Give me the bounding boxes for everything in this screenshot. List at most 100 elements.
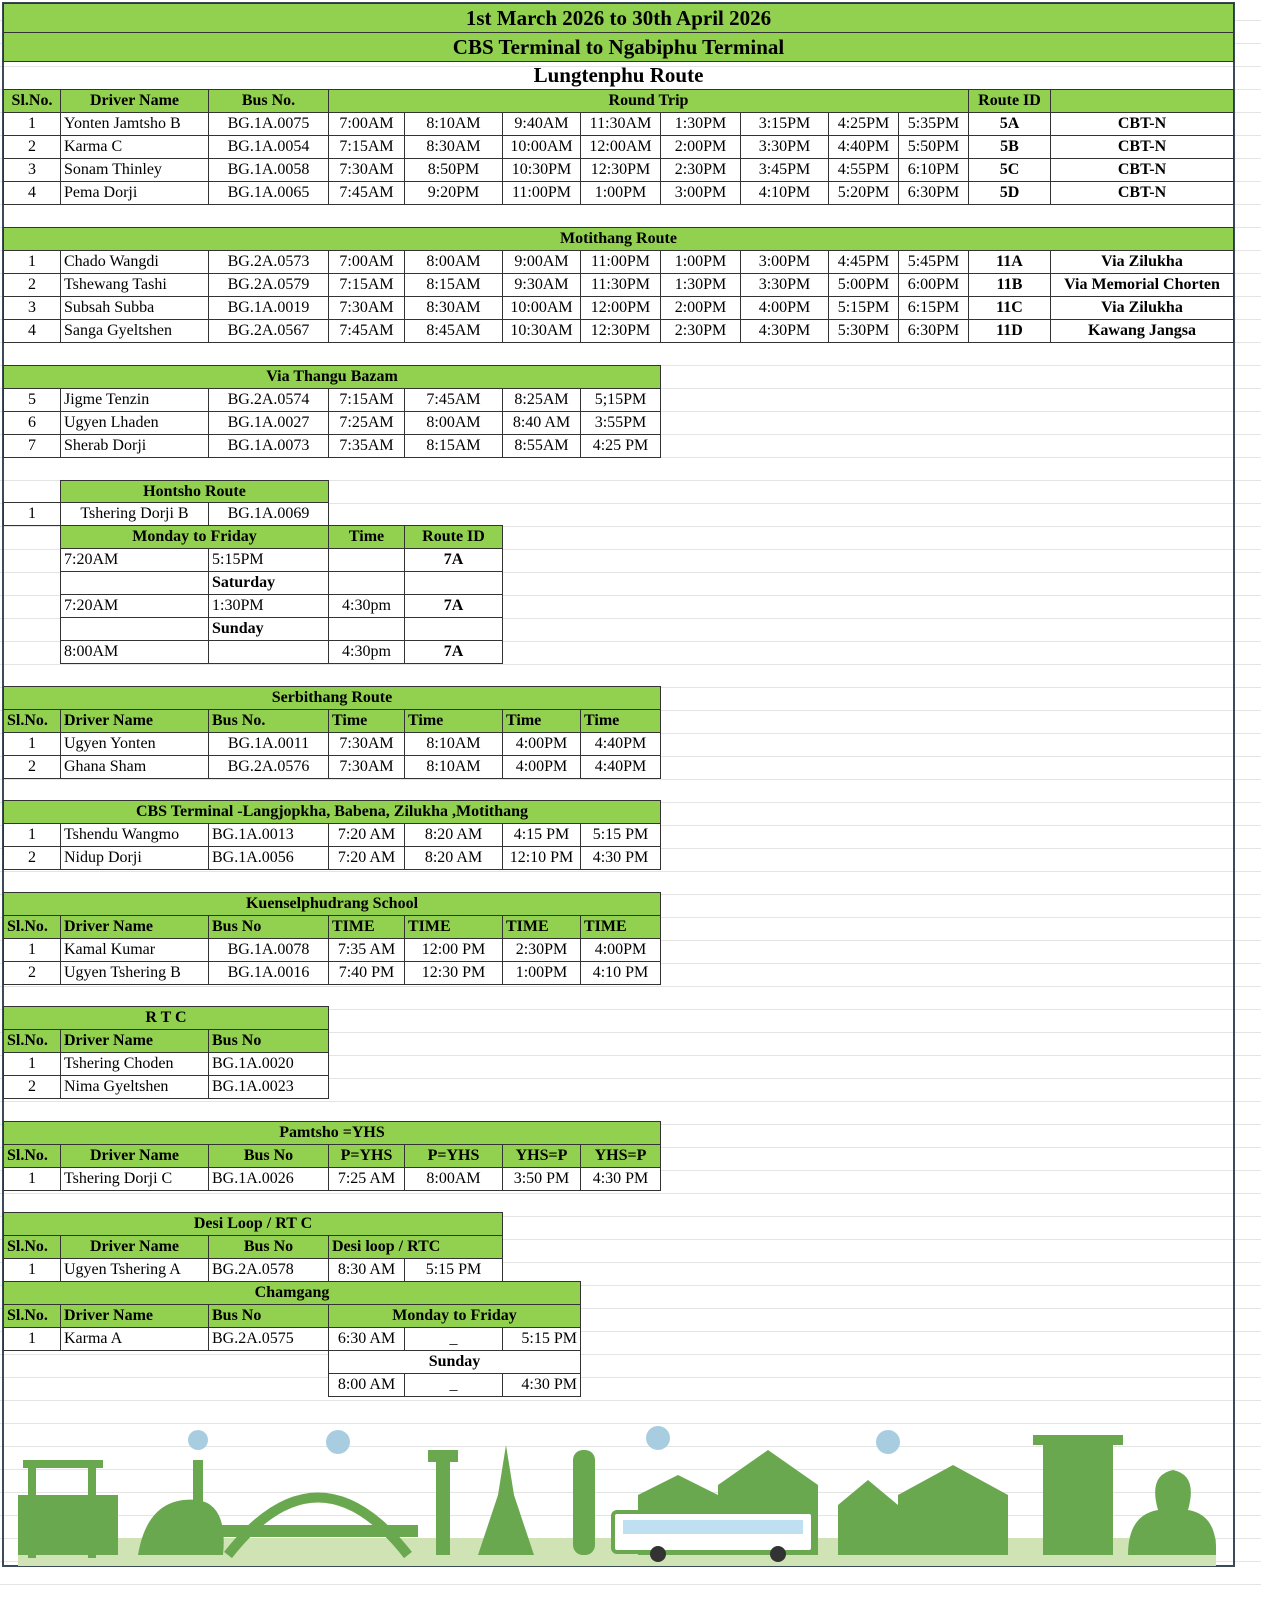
cell: 4:40PM <box>580 755 661 779</box>
header-cell: Sl.No. <box>3 1304 61 1328</box>
header-cell: Sl.No. <box>3 1029 61 1053</box>
cell: Tshering Dorji C <box>60 1167 209 1191</box>
cell: 5 <box>3 388 61 412</box>
cell: 8:00AM <box>60 640 209 664</box>
cell: Via Zilukha <box>1050 250 1234 274</box>
cell: 10:00AM <box>502 135 581 159</box>
cell: 4:30pm <box>328 594 405 618</box>
cell: 8:15AM <box>404 434 503 458</box>
cell: Pema Dorji <box>60 181 209 205</box>
cell: BG.2A.0567 <box>208 319 329 343</box>
header-cell: P=YHS <box>404 1144 503 1168</box>
cell: 7:45AM <box>404 388 503 412</box>
cell: 4:10PM <box>740 181 829 205</box>
cell: 6:15PM <box>898 296 969 320</box>
cell: BG.1A.0078 <box>208 938 329 962</box>
cell: 10:00AM <box>502 296 581 320</box>
cell: 8:30AM <box>404 296 503 320</box>
cell: BG.1A.0023 <box>208 1075 329 1099</box>
cell <box>404 571 503 595</box>
header-cell: Driver Name <box>60 1235 209 1259</box>
cell: 5:00PM <box>828 273 899 297</box>
header-cell: TIME <box>328 915 405 939</box>
cell: BG.2A.0574 <box>208 388 329 412</box>
cell: Saturday <box>208 571 329 595</box>
cell: BG.2A.0573 <box>208 250 329 274</box>
cell: 7:30AM <box>328 158 405 182</box>
cell: 1 <box>3 502 61 526</box>
cell: 4:30PM <box>740 319 829 343</box>
cell: 1:00PM <box>580 181 661 205</box>
cell: 1 <box>3 112 61 136</box>
cell: BG.1A.0056 <box>208 846 329 870</box>
cell: 11:30AM <box>580 112 661 136</box>
cell: 11B <box>968 273 1051 297</box>
cell: 9:20PM <box>404 181 503 205</box>
section-title: Motithang Route <box>3 227 1234 251</box>
cell: 5C <box>968 158 1051 182</box>
cell: Via Memorial Chorten <box>1050 273 1234 297</box>
header-cell: Bus No. <box>208 89 329 113</box>
header-cell: Bus No <box>208 1144 329 1168</box>
cell: 7:25 AM <box>328 1167 405 1191</box>
cell: 7:20 AM <box>328 846 405 870</box>
cell: Tshewang Tashi <box>60 273 209 297</box>
cell: 2:30PM <box>660 319 741 343</box>
cell: 2 <box>3 755 61 779</box>
cell: 1 <box>3 1327 61 1351</box>
cell: 7:00AM <box>328 112 405 136</box>
cell: 2:30PM <box>502 938 581 962</box>
cell: 4:30 PM <box>502 1373 581 1397</box>
cell: 2 <box>3 1075 61 1099</box>
header-cell: TIME <box>502 915 581 939</box>
cell: 8:55AM <box>502 434 581 458</box>
cell: 4:55PM <box>828 158 899 182</box>
cell: 11:00PM <box>502 181 581 205</box>
cell: 1 <box>3 250 61 274</box>
cell: 4:25 PM <box>580 434 661 458</box>
cell: BG.1A.0075 <box>208 112 329 136</box>
cell: 5:20PM <box>828 181 899 205</box>
cell: BG.1A.0020 <box>208 1052 329 1076</box>
cell: 4:15 PM <box>502 823 581 847</box>
cell: 3:30PM <box>740 273 829 297</box>
cell: BG.1A.0026 <box>208 1167 329 1191</box>
cell: 7:20AM <box>60 594 209 618</box>
cell: BG.1A.0013 <box>208 823 329 847</box>
cell: 4:00PM <box>740 296 829 320</box>
header-cell: Sl.No. <box>3 1235 61 1259</box>
cell: 5:15PM <box>828 296 899 320</box>
cell: Kawang Jangsa <box>1050 319 1234 343</box>
cell: 3:30PM <box>740 135 829 159</box>
cell: 7:35AM <box>328 434 405 458</box>
cell: 8:00AM <box>404 1167 503 1191</box>
header-cell: Route ID <box>404 525 503 549</box>
cell: 4:25PM <box>828 112 899 136</box>
cell: 8:20 AM <box>404 823 503 847</box>
cell: Tshering Dorji B <box>60 502 209 526</box>
cell: 8:00 AM <box>328 1373 405 1397</box>
cell: 6:30PM <box>898 181 969 205</box>
cell: Karma C <box>60 135 209 159</box>
cell: 7:15AM <box>328 388 405 412</box>
header-cell: Sl.No. <box>3 709 61 733</box>
cell: 5:15 PM <box>502 1327 581 1351</box>
header-cell: Monday to Friday <box>60 525 329 549</box>
cell: 1 <box>3 1258 61 1282</box>
cell: 8:40 AM <box>502 411 581 435</box>
cell: 4:30 PM <box>580 846 661 870</box>
cell: 6:10PM <box>898 158 969 182</box>
cell: 10:30PM <box>502 158 581 182</box>
cell: 5:50PM <box>898 135 969 159</box>
cell: 3:00PM <box>740 250 829 274</box>
cell: 8:10AM <box>404 732 503 756</box>
cell: 11C <box>968 296 1051 320</box>
cell: BG.1A.0016 <box>208 961 329 985</box>
cell: 7:00AM <box>328 250 405 274</box>
cell <box>60 617 209 641</box>
cell: 8:30AM <box>404 135 503 159</box>
cell: 8:10AM <box>404 755 503 779</box>
header-cell: Driver Name <box>60 915 209 939</box>
cell: 1:00PM <box>502 961 581 985</box>
cell: 8:20 AM <box>404 846 503 870</box>
